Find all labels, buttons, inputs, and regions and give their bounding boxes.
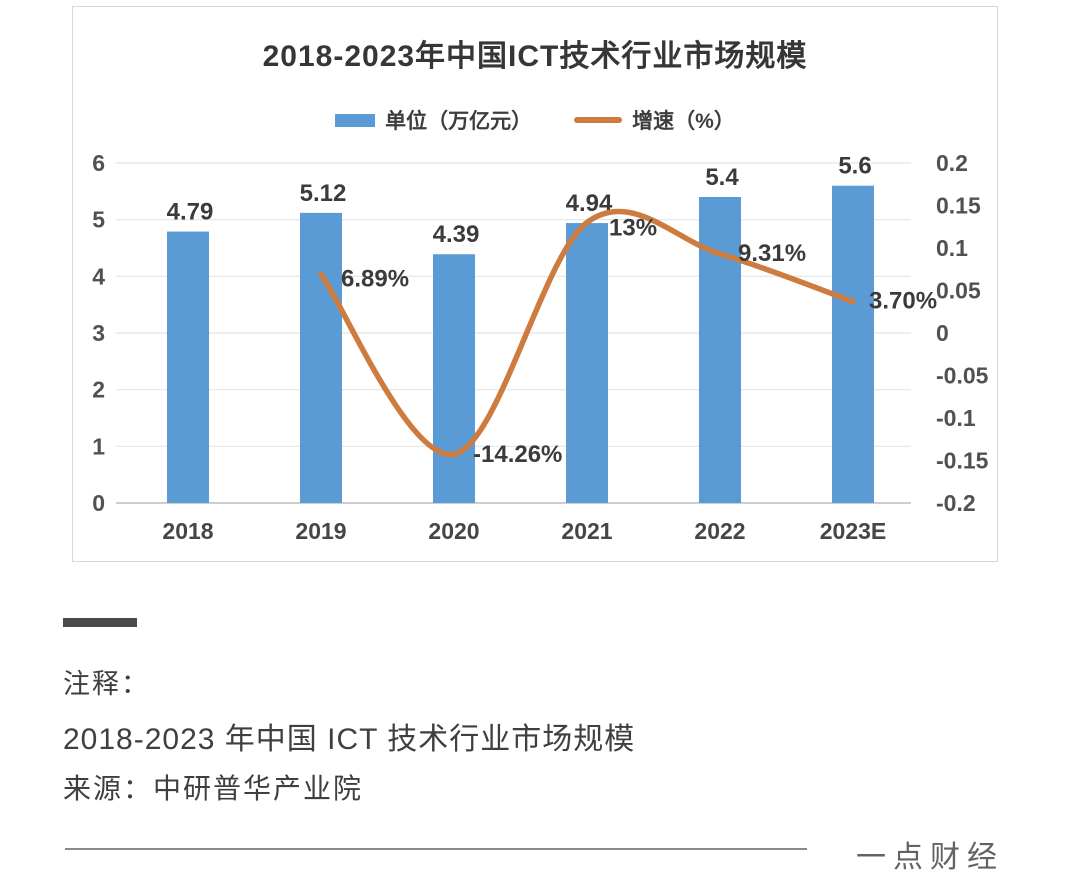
x-axis-label: 2019: [295, 518, 346, 544]
line-value-label: 13%: [609, 215, 657, 242]
legend-label-bars: 单位（万亿元）: [385, 110, 533, 133]
right-axis-tick: 0.2: [936, 150, 968, 176]
bar-2019: [300, 212, 342, 503]
line-value-label: -14.26%: [473, 441, 562, 468]
line-value-label: 9.31%: [738, 240, 806, 267]
bar-2022: [699, 197, 741, 503]
note-label: 注释：: [63, 669, 150, 699]
left-axis-tick: 4: [92, 263, 105, 289]
right-axis-tick: 0.15: [936, 193, 981, 219]
right-axis-tick: 0: [936, 320, 949, 346]
bar-value-label: 5.12: [300, 180, 347, 207]
line-value-label: 3.70%: [869, 288, 937, 315]
bar-2018: [167, 231, 209, 504]
x-axis-label: 2023E: [820, 518, 887, 544]
bar-value-label: 4.79: [167, 199, 214, 226]
right-axis-tick: 0.05: [936, 278, 981, 304]
note-caption: 2018-2023 年中国 ICT 技术行业市场规模: [63, 723, 636, 756]
bar-2023E: [832, 185, 874, 503]
left-axis-tick: 2: [92, 377, 105, 403]
right-axis-tick: -0.2: [936, 490, 976, 516]
x-axis-label: 2018: [162, 518, 213, 544]
x-axis-label: 2020: [428, 518, 479, 544]
legend-item-bars: 单位（万亿元）: [335, 105, 532, 135]
footer-rule: [65, 848, 807, 850]
line-swatch-icon: [574, 117, 623, 123]
left-axis-tick: 0: [92, 490, 105, 516]
line-value-label: 6.89%: [341, 265, 409, 292]
chart-legend: 单位（万亿元） 增速（%）: [73, 105, 997, 135]
note-divider: [63, 618, 137, 627]
legend-label-line: 增速（%）: [632, 110, 735, 133]
right-axis-tick: -0.15: [936, 448, 989, 474]
bar-2020: [433, 254, 475, 503]
bar-value-label: 4.39: [433, 221, 480, 248]
chart-title: 2018-2023年中国ICT技术行业市场规模: [262, 40, 808, 73]
legend-item-line: 增速（%）: [574, 105, 735, 135]
left-axis-tick: 5: [92, 207, 105, 233]
right-axis-tick: -0.1: [936, 405, 976, 431]
right-axis-tick: 0.1: [936, 235, 968, 261]
note-source: 来源：中研普华产业院: [63, 773, 364, 804]
bar-value-label: 5.4: [705, 164, 739, 191]
bar-value-label: 5.6: [838, 153, 871, 180]
chart-plot: 6 5 4 3 2 1 0 0.2 0.15 0.1 0.05 0 -0.05 -0.1 -0.15 -0.2…: [92, 150, 989, 544]
left-axis-tick: 3: [92, 320, 105, 346]
bar-swatch-icon: [335, 113, 376, 127]
growth-line: [318, 208, 856, 457]
chart-card: 2018-2023年中国ICT技术行业市场规模 单位（万亿元） 增速（%） 6 5…: [72, 6, 998, 562]
footer-brand: 一点财经: [856, 841, 1004, 874]
x-axis-label: 2021: [561, 518, 612, 544]
right-axis-tick: -0.05: [936, 363, 989, 389]
x-axis-label: 2022: [694, 518, 745, 544]
left-axis-tick: 6: [92, 150, 105, 176]
bar-2021: [566, 223, 608, 504]
left-axis-tick: 1: [92, 433, 105, 459]
